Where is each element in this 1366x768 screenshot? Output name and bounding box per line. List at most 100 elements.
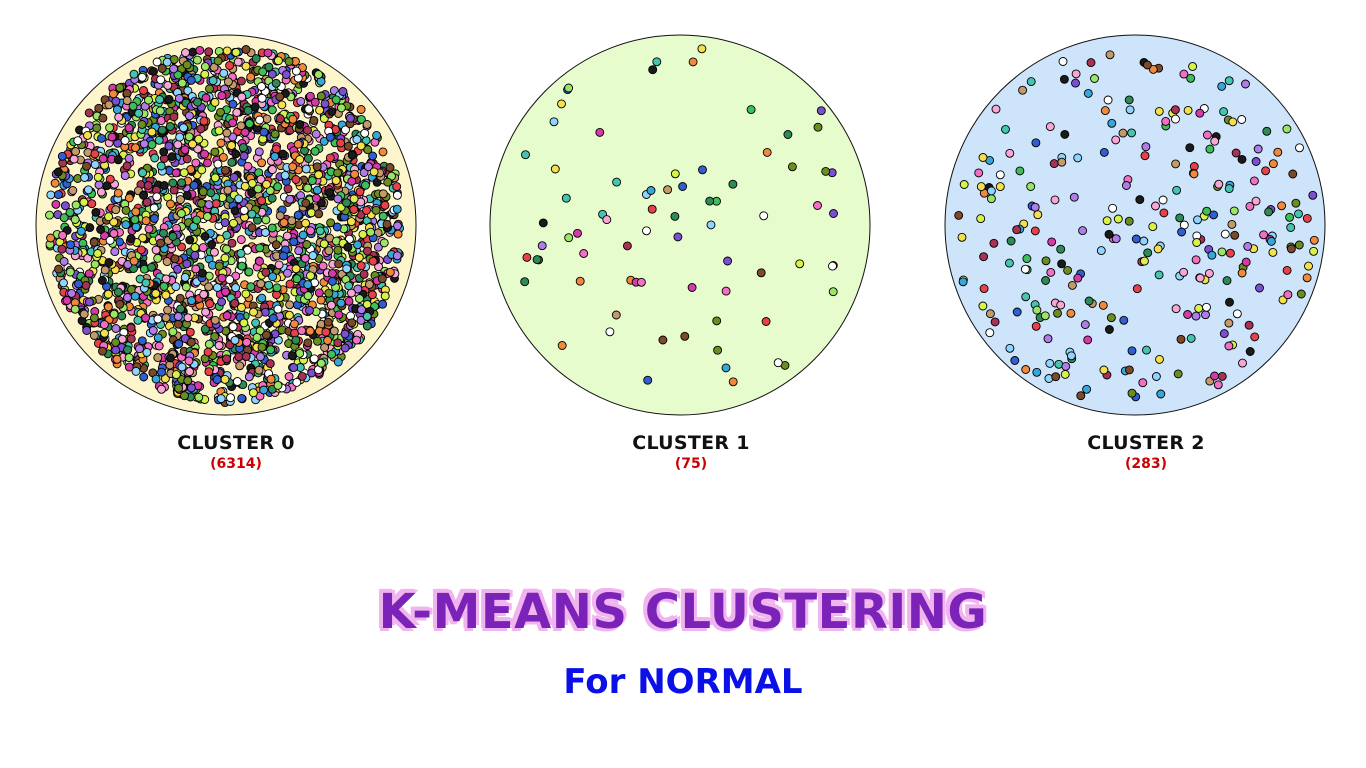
cluster-0-point [255,256,264,266]
cluster-2-point [1286,244,1296,254]
cluster-0-point [305,326,315,336]
cluster-0-point [257,342,267,352]
cluster-0-point [181,282,191,292]
cluster-2-point [1046,267,1056,277]
cluster-0-point [117,311,127,321]
cluster-0-point [110,247,120,257]
cluster-0-point [338,87,348,96]
cluster-2-point [1127,388,1137,398]
cluster-2-point [1217,371,1227,381]
cluster-2-point [1171,159,1181,169]
cluster-0-point [104,257,114,267]
cluster-0-point [229,172,239,182]
cluster-1-point [762,147,772,157]
cluster-0-point [183,376,193,386]
cluster-0-point [325,187,335,197]
cluster-0-point [239,205,249,215]
cluster-0-point [216,138,226,148]
cluster-2-point [1104,229,1114,239]
cluster-0-point [231,47,241,57]
cluster-0-point [282,231,292,241]
cluster-0-point [190,243,200,252]
cluster-0-point [241,352,251,361]
cluster-2-point [1030,226,1040,236]
cluster-0-point [232,377,242,386]
cluster-2-point [986,194,996,204]
cluster-0-point [270,152,280,161]
cluster-2-point [1213,380,1223,390]
cluster-0-point [161,274,171,284]
cluster-0-point [160,374,170,384]
cluster-0-point [355,187,365,197]
cluster-0-point [314,170,324,180]
cluster-0-point [109,217,119,227]
cluster-0-point [228,118,238,128]
cluster-0-point [129,69,139,79]
cluster-0-point [315,105,325,115]
cluster-0-point [306,271,315,281]
cluster-0-point [204,282,214,292]
cluster-0-point [203,347,213,357]
cluster-0-point [223,185,233,195]
cluster-1-point [522,252,532,262]
cluster-2-point [1108,203,1118,213]
cluster-0-point [268,272,278,282]
cluster-0-point [57,151,67,161]
cluster-0-point [210,147,220,157]
cluster-0-point [165,122,175,131]
cluster-2-point [1073,273,1083,283]
cluster-0-point [67,288,77,298]
cluster-0-point [157,367,166,377]
cluster-0-point [321,327,331,337]
cluster-1-point [579,249,589,258]
cluster-2-point [1060,129,1070,139]
cluster-0-point [183,313,193,323]
cluster-0-point [366,227,376,237]
cluster-1-point [813,122,823,132]
cluster-2-point [1285,212,1295,222]
cluster-0-point [199,116,209,126]
cluster-0-point [385,163,395,172]
cluster-0-point [193,97,202,107]
cluster-0-point [192,55,202,65]
cluster-0-point [303,154,313,163]
cluster-2-point [1262,126,1272,136]
cluster-0-point [54,264,64,274]
cluster-2-point [1151,372,1161,381]
cluster-0-point [230,206,240,216]
cluster-0-point [324,288,334,298]
cluster-0-point [362,120,372,129]
cluster-0-point [122,96,132,106]
cluster-0-point [159,181,169,190]
cluster-2-point [1210,136,1220,146]
cluster-1-point [670,211,680,221]
cluster-0-point [137,120,147,129]
cluster-0-point [222,354,231,364]
cluster-2-point [1268,247,1278,257]
cluster-2-point [1219,107,1229,117]
cluster-0-point [301,164,311,174]
cluster-0-point [175,132,185,142]
cluster-0-point [151,289,161,298]
cluster-0-point [336,103,346,113]
cluster-0-point [294,246,304,256]
cluster-2-point [1005,148,1015,158]
cluster-2-point [979,284,989,294]
cluster-0-point [159,147,169,157]
cluster-0-point [303,183,313,193]
cluster-0-point [334,310,344,320]
cluster-0-point [173,264,183,274]
cluster-0-point [113,287,123,297]
cluster-0-point [137,336,147,346]
cluster-0-point [46,233,56,243]
cluster-2-point [1159,208,1169,218]
cluster-2-point [1237,154,1247,164]
cluster-0-point [94,103,104,113]
cluster-0-point [342,264,352,274]
cluster-2-point [1139,256,1149,266]
cluster-0-point [298,230,308,240]
cluster-0-point [91,207,101,217]
cluster-2-point [1179,69,1189,79]
cluster-0-point [312,185,322,195]
cluster-0-point [273,56,283,66]
